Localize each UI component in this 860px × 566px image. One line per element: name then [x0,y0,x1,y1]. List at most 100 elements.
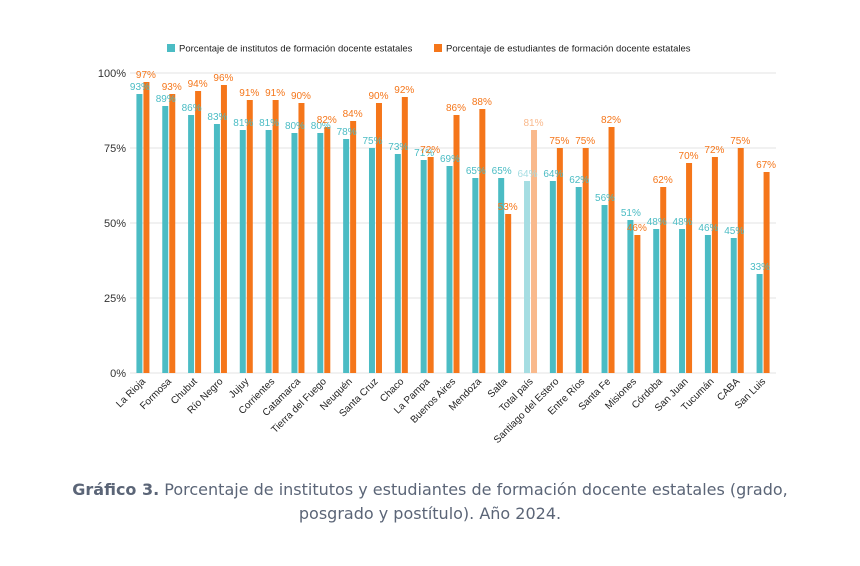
bar-students [608,127,615,373]
bar-students [479,109,486,373]
y-tick-label: 50% [104,218,126,230]
legend-swatch [434,44,442,52]
bar-institutes [627,220,634,373]
data-label-institutes: 46% [698,223,718,234]
bar-chart: Porcentaje de institutos de formación do… [98,44,776,446]
bar-institutes [265,130,272,373]
bar-students [298,103,305,373]
caption-text: Porcentaje de institutos y estudiantes d… [159,480,788,523]
data-label-institutes: 69% [440,154,460,165]
data-label-students: 82% [317,115,337,126]
data-label-institutes: 81% [259,118,279,129]
data-label-students: 75% [730,136,750,147]
bar-institutes [213,124,220,373]
data-label-institutes: 64% [518,169,538,180]
bar-students [169,94,176,373]
data-label-students: 53% [498,202,518,213]
bar-institutes [679,229,686,373]
y-tick-label: 25% [104,293,126,305]
bar-institutes [498,178,505,373]
bar-institutes [394,154,401,373]
data-label-institutes: 75% [362,136,382,147]
data-label-students: 70% [679,151,699,162]
data-label-students: 90% [368,91,388,102]
data-label-institutes: 80% [311,121,331,132]
data-label-institutes: 78% [337,127,357,138]
data-label-institutes: 71% [414,148,434,159]
legend: Porcentaje de institutos de formación do… [167,44,691,55]
data-labels: 93%97%89%93%86%94%83%96%81%91%81%91%80%9… [130,70,776,273]
bar-institutes [472,178,479,373]
data-label-institutes: 64% [543,169,563,180]
data-label-students: 75% [549,136,569,147]
data-label-institutes: 80% [285,121,305,132]
data-label-students: 75% [575,136,595,147]
data-label-institutes: 62% [569,175,589,186]
bar-students [272,100,279,373]
data-label-students: 88% [472,97,492,108]
bar-institutes [162,106,169,373]
bar-students [375,103,382,373]
data-label-institutes: 83% [207,112,227,123]
bar-students [634,235,641,373]
data-label-students: 81% [524,118,544,129]
data-label-students: 72% [704,145,724,156]
bar-students [556,148,563,373]
bars [136,82,770,373]
data-label-institutes: 93% [130,82,150,93]
data-label-students: 91% [239,88,259,99]
legend-swatch [167,44,175,52]
y-axis: 0% 25% 50% 75% 100% [98,68,126,380]
data-label-institutes: 48% [673,217,693,228]
bar-institutes [756,274,763,373]
y-tick-label: 100% [98,68,126,80]
data-label-institutes: 89% [156,94,176,105]
bar-institutes [704,235,711,373]
data-label-institutes: 81% [233,118,253,129]
data-label-students: 82% [601,115,621,126]
data-label-institutes: 33% [750,262,770,273]
data-label-institutes: 45% [724,226,744,237]
bar-students [220,85,227,373]
data-label-students: 92% [394,85,414,96]
data-label-institutes: 51% [621,208,641,219]
grid-lines [130,72,776,374]
bar-students [427,157,434,373]
bar-students [143,82,150,373]
y-tick-label: 0% [110,368,126,380]
data-label-institutes: 65% [466,166,486,177]
data-label-institutes: 56% [595,193,615,204]
y-tick-label: 75% [104,143,126,155]
bar-students [350,121,357,373]
bar-students [195,91,202,373]
legend-label: Porcentaje de estudiantes de formación d… [446,44,691,55]
bar-institutes [575,187,582,373]
bar-students [324,127,331,373]
bar-students [531,130,538,373]
bar-institutes [317,133,324,373]
bar-institutes [136,94,143,373]
bar-institutes [730,238,737,373]
bar-students [582,148,589,373]
bar-students [711,157,718,373]
data-label-students: 86% [446,103,466,114]
data-label-institutes: 86% [182,103,202,114]
bar-students [686,163,693,373]
bar-students [660,187,667,373]
figure-caption: Gráfico 3. Porcentaje de institutos y es… [60,478,800,526]
data-label-students: 67% [756,160,776,171]
data-label-students: 84% [343,109,363,120]
data-label-students: 62% [653,175,673,186]
bar-institutes [420,160,427,373]
data-label-students: 96% [213,73,233,84]
bar-students [737,148,744,373]
bar-institutes [239,130,246,373]
bar-institutes [291,133,298,373]
legend-label: Porcentaje de institutos de formación do… [179,44,413,55]
bar-students [453,115,460,373]
data-label-students: 72% [420,145,440,156]
bar-institutes [601,205,608,373]
data-label-students: 94% [188,79,208,90]
bar-institutes [188,115,195,373]
